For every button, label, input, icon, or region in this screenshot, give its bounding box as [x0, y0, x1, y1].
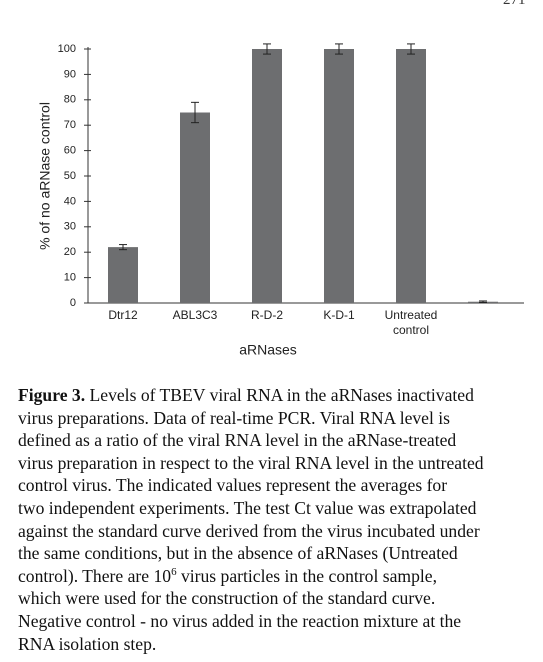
caption-line: defined as a ratio of the viral RNA leve…	[18, 429, 484, 452]
caption-line: control virus. The indicated values repr…	[18, 474, 484, 497]
caption-text: control). There are 10	[18, 565, 172, 586]
caption-text: virus particles in the control sample,	[176, 565, 437, 586]
bar	[396, 49, 426, 303]
y-tick-label: 60	[64, 145, 76, 157]
caption-text: control virus. The indicated values repr…	[18, 475, 448, 496]
caption-text: RNA isolation step.	[18, 633, 157, 654]
x-tick-label: R-D-2	[251, 308, 283, 322]
y-axis-label: % of no aRNase control	[37, 102, 53, 250]
y-tick-label: 0	[70, 297, 76, 309]
caption-text: defined as a ratio of the viral RNA leve…	[18, 430, 457, 451]
y-tick-label: 40	[64, 195, 76, 207]
caption-text: virus preparation in respect to the vira…	[18, 452, 484, 473]
caption-line: two independent experiments. The test Ct…	[18, 497, 484, 520]
bar	[252, 49, 282, 303]
x-tick-label: Untreated control	[384, 308, 438, 337]
y-tick-label: 50	[64, 170, 76, 182]
bar	[324, 49, 354, 303]
caption-line: virus preparation in respect to the vira…	[18, 452, 484, 475]
caption-text: the same conditions, but in the absence …	[18, 543, 458, 564]
x-tick-label: K-D-1	[323, 308, 355, 322]
caption-text: two independent experiments. The test Ct…	[18, 497, 477, 518]
caption-line: virus preparations. Data of real-time PC…	[18, 407, 484, 430]
error-bar	[407, 43, 415, 55]
caption-line: which were used for the construction of …	[18, 587, 484, 610]
error-bar	[119, 244, 127, 251]
y-tick-label: 70	[64, 119, 76, 131]
caption-text: Negative control - no virus added in the…	[18, 610, 462, 631]
caption-line: RNA isolation step.	[18, 633, 484, 656]
y-tick-label: 80	[64, 94, 76, 106]
error-bar	[479, 300, 487, 303]
caption-line: against the standard curve derived from …	[18, 520, 484, 543]
y-tick-label: 100	[58, 43, 76, 55]
caption-line: the same conditions, but in the absence …	[18, 542, 484, 565]
y-tick-label: 20	[64, 246, 76, 258]
x-axis-label: aRNases	[239, 342, 297, 358]
superscript: 6	[171, 565, 177, 578]
caption-line: control). There are 106 virus particles …	[18, 565, 484, 588]
x-tick-label: Dtr12	[108, 308, 138, 322]
error-bar	[191, 101, 199, 124]
bar	[180, 112, 210, 303]
caption-text: virus preparations. Data of real-time PC…	[18, 407, 451, 428]
caption-text: which were used for the construction of …	[18, 588, 436, 609]
x-tick-label: ABL3C3	[172, 308, 218, 322]
error-bar	[335, 43, 343, 55]
bar	[108, 247, 138, 303]
caption-label: Figure 3.	[18, 385, 86, 405]
y-tick-label: 30	[64, 221, 76, 233]
y-tick-label: 90	[64, 68, 76, 80]
caption-text: against the standard curve derived from …	[18, 520, 480, 541]
chart: % of no aRNase control aRNases 0 10 20 30 40…	[37, 43, 524, 358]
caption-text: Levels of TBEV viral RNA in the aRNases …	[85, 385, 474, 405]
caption-line: Figure 3. Levels of TBEV viral RNA in th…	[18, 384, 484, 407]
page-number: 271	[503, 0, 526, 8]
caption-line: Negative control - no virus added in the…	[18, 610, 484, 633]
figure-caption: Figure 3. Levels of TBEV viral RNA in th…	[18, 384, 484, 655]
error-bar	[263, 43, 271, 55]
y-tick-label: 10	[64, 272, 76, 284]
